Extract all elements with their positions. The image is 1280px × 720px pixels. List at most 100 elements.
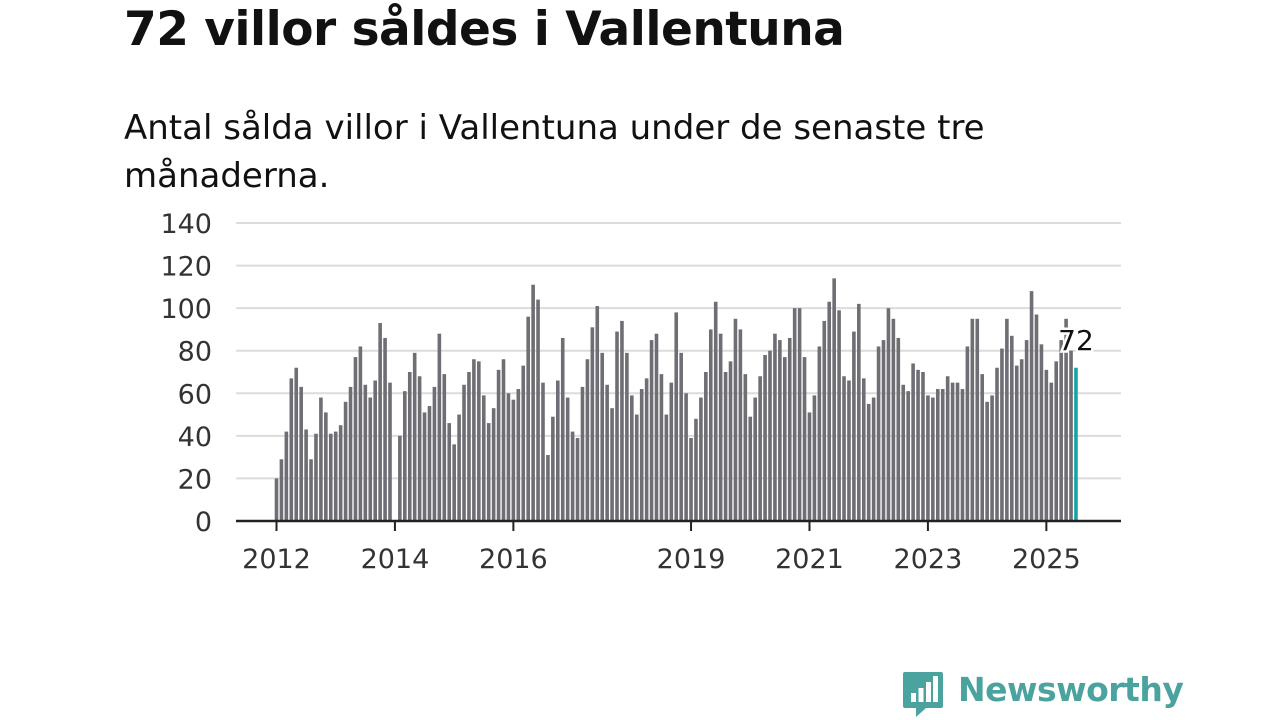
bar <box>926 395 930 521</box>
bars <box>274 278 1078 521</box>
bar <box>980 374 985 521</box>
bar <box>442 374 447 521</box>
bar <box>477 361 481 521</box>
y-axis-ticks: 0 20 40 60 80 100 120 140 <box>160 209 212 538</box>
chart-subtitle: Antal sålda villor i Vallentuna under de… <box>124 108 985 196</box>
bar <box>378 323 382 521</box>
bar <box>738 329 743 521</box>
bar <box>1010 335 1014 521</box>
bar <box>1059 340 1063 521</box>
bar <box>560 337 565 521</box>
y-tick-label: 100 <box>160 294 212 325</box>
bar <box>792 308 797 521</box>
bar <box>713 301 718 521</box>
bar <box>931 397 935 521</box>
y-tick-label: 20 <box>178 464 212 495</box>
bar <box>422 412 427 521</box>
bar <box>1024 340 1029 521</box>
bar <box>733 318 738 521</box>
bar <box>575 437 580 521</box>
bar <box>432 386 437 521</box>
bar <box>699 397 703 521</box>
bar <box>486 423 491 521</box>
bar <box>945 376 950 521</box>
bar <box>630 395 634 521</box>
bar <box>1014 365 1019 521</box>
bar <box>491 408 496 521</box>
bar <box>743 374 748 521</box>
y-tick-label: 120 <box>160 252 212 283</box>
bar <box>704 372 708 521</box>
y-tick-label: 40 <box>178 422 212 453</box>
bar <box>363 384 368 521</box>
bar <box>797 308 802 521</box>
bar <box>1064 318 1068 521</box>
bar <box>985 401 989 521</box>
bar <box>689 437 693 521</box>
bar <box>407 372 412 521</box>
bar <box>807 412 812 521</box>
bar <box>940 389 945 521</box>
bar <box>338 425 343 521</box>
bar <box>383 337 387 521</box>
brand-name: Newsworthy <box>958 670 1184 709</box>
bar <box>447 423 452 521</box>
bar <box>437 333 442 521</box>
bar <box>526 316 530 521</box>
bar <box>659 374 664 521</box>
bar <box>723 372 728 521</box>
bar <box>324 412 328 521</box>
bar <box>343 401 348 521</box>
bar <box>921 372 925 521</box>
bar <box>916 369 920 521</box>
bar <box>866 403 871 521</box>
bar <box>516 389 521 521</box>
bar <box>279 459 284 521</box>
bar <box>901 384 906 521</box>
brand: Newsworthy <box>902 668 1184 720</box>
bar <box>753 397 757 521</box>
bar <box>328 433 333 521</box>
bar <box>758 376 762 521</box>
bar <box>403 391 407 521</box>
bar <box>842 376 846 521</box>
bar <box>511 399 516 521</box>
bar <box>299 386 303 521</box>
bar <box>551 416 555 521</box>
bar <box>294 367 299 521</box>
y-tick-label: 140 <box>160 209 212 240</box>
bar <box>521 365 526 521</box>
bar <box>664 414 669 521</box>
bar <box>570 431 575 521</box>
bar <box>861 378 866 521</box>
bar <box>467 372 471 521</box>
bar <box>773 333 777 521</box>
bar <box>970 318 975 521</box>
bar <box>768 350 772 521</box>
bar <box>620 320 624 521</box>
bar <box>847 380 851 521</box>
bar <box>1005 318 1009 521</box>
bar <box>452 444 456 521</box>
bar <box>353 357 358 521</box>
bar <box>368 397 373 521</box>
x-tick-label: 2021 <box>775 544 844 575</box>
bar <box>995 367 999 521</box>
bar <box>876 346 881 521</box>
bar <box>506 393 511 521</box>
bar <box>304 429 308 521</box>
bar <box>694 418 698 521</box>
x-axis-ticks: 2012 2014 2016 2019 2021 2023 2025 <box>242 521 1081 575</box>
bar <box>314 433 318 521</box>
bar <box>718 333 723 521</box>
bar <box>634 414 639 521</box>
bar <box>1034 314 1039 521</box>
bar <box>417 376 422 521</box>
bar <box>837 310 841 521</box>
bar <box>955 382 960 521</box>
highlight-label: 72 <box>1058 324 1094 357</box>
chart-title: 72 villor såldes i Vallentuna <box>124 2 845 57</box>
bar <box>679 352 683 521</box>
bar <box>585 359 590 521</box>
bar <box>708 329 713 521</box>
